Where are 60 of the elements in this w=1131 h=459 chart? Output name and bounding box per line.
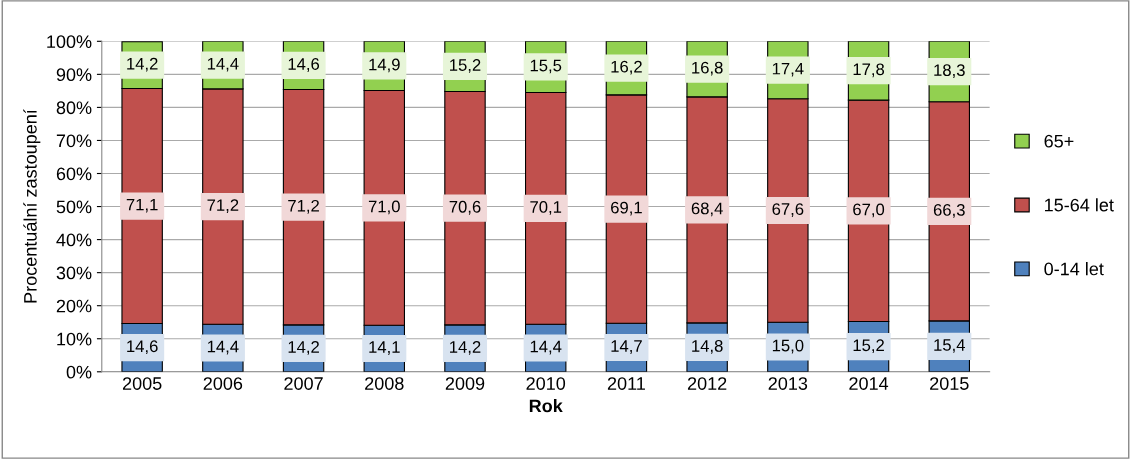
data-label: 71,0 xyxy=(368,200,400,215)
legend-label: 0-14 let xyxy=(1044,262,1104,276)
data-label: 70,1 xyxy=(530,201,562,215)
data-label: 15,5 xyxy=(530,59,562,74)
data-label: 15,4 xyxy=(934,339,965,353)
data-label: 14,2 xyxy=(450,341,481,355)
y-tick-label: 70% xyxy=(56,134,92,148)
data-label: 15,2 xyxy=(450,59,481,73)
y-tick-label: 90% xyxy=(56,68,92,82)
data-label: 16,8 xyxy=(692,61,723,76)
y-tick-label: 80% xyxy=(56,101,92,115)
x-tick-label: 2006 xyxy=(203,377,243,390)
x-axis-title: Rok xyxy=(529,399,563,413)
data-label: 15,0 xyxy=(772,339,804,354)
data-label: 14,9 xyxy=(369,58,400,73)
data-label: 70,6 xyxy=(449,200,481,215)
y-tick-label: 10% xyxy=(57,332,92,346)
y-tick-label: 0% xyxy=(66,365,92,379)
data-label: 18,3 xyxy=(934,64,965,78)
y-tick-label: 60% xyxy=(56,167,92,181)
x-tick-label: 2008 xyxy=(365,377,404,390)
legend-label: 65+ xyxy=(1044,134,1074,148)
data-label: 67,6 xyxy=(772,203,804,217)
data-label: 14,6 xyxy=(127,340,158,355)
data-label: 71,1 xyxy=(126,198,158,213)
y-tick-label: 30% xyxy=(56,266,92,280)
data-label: 15,2 xyxy=(853,339,884,354)
x-tick-label: 2015 xyxy=(930,377,969,390)
y-tick-label: 50% xyxy=(56,200,92,214)
y-tick-label: 20% xyxy=(56,299,92,313)
data-label: 14,4 xyxy=(207,340,239,355)
x-tick-label: 2007 xyxy=(284,377,323,390)
y-tick-label: 100% xyxy=(47,35,92,49)
data-label: 67,0 xyxy=(853,203,885,218)
x-tick-label: 2010 xyxy=(526,377,566,390)
data-label: 14,7 xyxy=(611,340,642,354)
data-label: 14,2 xyxy=(288,341,319,355)
data-label: 17,8 xyxy=(853,63,885,78)
x-tick-label: 2009 xyxy=(445,377,485,390)
data-label: 16,2 xyxy=(611,60,642,75)
data-label: 14,8 xyxy=(692,340,723,354)
data-label: 71,2 xyxy=(288,199,319,214)
data-label: 14,4 xyxy=(530,340,562,355)
x-tick-label: 2005 xyxy=(122,377,162,390)
data-label: 14,2 xyxy=(127,57,158,72)
data-label: 14,4 xyxy=(207,57,239,72)
data-label: 17,4 xyxy=(772,62,804,77)
y-tick-label: 40% xyxy=(56,233,92,247)
data-label: 14,6 xyxy=(288,58,320,72)
y-axis-title: Procentuální zastoupení xyxy=(23,109,41,303)
data-label: 66,3 xyxy=(933,204,965,218)
x-tick-label: 2014 xyxy=(849,377,889,390)
x-tick-label: 2012 xyxy=(687,377,727,390)
legend-label: 15-64 let xyxy=(1045,198,1114,212)
data-label: 14,1 xyxy=(369,341,400,355)
data-label: 68,4 xyxy=(691,202,723,217)
x-tick-label: 2011 xyxy=(607,377,645,390)
data-label: 71,2 xyxy=(207,199,239,213)
x-tick-label: 2013 xyxy=(768,377,808,390)
data-label: 69,1 xyxy=(611,201,642,216)
